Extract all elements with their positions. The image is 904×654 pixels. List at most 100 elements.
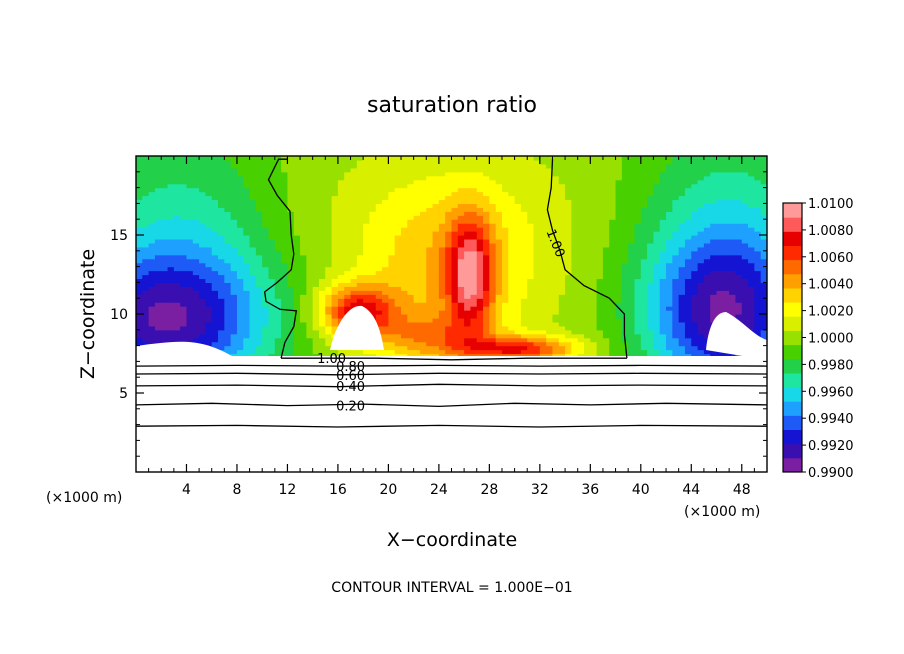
field-cell — [369, 242, 377, 248]
field-cell — [508, 211, 516, 216]
field-cell — [180, 321, 188, 327]
field-cell — [369, 349, 377, 355]
field-cell — [653, 270, 661, 276]
field-cell — [394, 179, 402, 185]
field-cell — [666, 246, 673, 252]
field-cell — [344, 223, 352, 228]
field-cell — [533, 215, 541, 220]
field-cell — [268, 282, 276, 287]
field-cell — [571, 235, 579, 240]
field-cell — [186, 270, 194, 276]
field-cell — [445, 294, 453, 299]
field-cell — [716, 211, 724, 216]
field-cell — [508, 238, 516, 244]
field-cell — [584, 235, 591, 240]
field-cell — [457, 317, 465, 323]
field-cell — [262, 250, 270, 256]
field-cell — [136, 163, 143, 169]
field-cell — [609, 254, 617, 260]
field-cell — [413, 266, 421, 272]
field-cell — [369, 262, 377, 268]
field-cell — [457, 314, 465, 319]
field-cell — [678, 314, 686, 319]
field-cell — [584, 167, 591, 173]
field-cell — [590, 159, 598, 165]
field-cell — [173, 294, 181, 299]
field-cell — [413, 329, 421, 335]
field-cell — [419, 314, 427, 319]
field-cell — [432, 274, 440, 280]
field-cell — [546, 187, 554, 193]
field-cell — [325, 349, 333, 355]
field-cell — [628, 317, 636, 323]
field-cell — [552, 349, 560, 355]
field-cell — [300, 266, 307, 272]
field-cell — [684, 310, 692, 315]
field-cell — [501, 353, 509, 359]
field-cell — [470, 329, 478, 335]
field-cell — [451, 207, 459, 212]
field-cell — [211, 167, 219, 173]
field-cell — [293, 329, 301, 335]
field-cell — [457, 258, 465, 264]
field-cell — [325, 207, 333, 212]
field-cell — [274, 207, 282, 212]
field-cell — [501, 207, 509, 212]
field-cell — [274, 349, 282, 355]
field-cell — [426, 211, 434, 216]
field-cell — [451, 211, 459, 216]
field-cell — [142, 317, 150, 323]
field-cell — [218, 231, 225, 236]
field-cell — [312, 298, 320, 303]
field-cell — [451, 167, 459, 173]
field-cell — [571, 337, 579, 343]
field-cell — [154, 159, 162, 165]
field-cell — [154, 306, 162, 311]
field-cell — [388, 242, 396, 248]
field-cell — [533, 349, 541, 355]
field-cell — [464, 306, 472, 311]
field-cell — [672, 325, 680, 331]
field-cell — [300, 298, 307, 303]
field-cell — [249, 321, 257, 327]
field-cell — [331, 171, 339, 177]
field-cell — [192, 290, 200, 295]
field-cell — [684, 191, 692, 197]
field-cell — [514, 353, 522, 359]
field-cell — [413, 353, 421, 359]
field-cell — [653, 266, 661, 272]
field-cell — [508, 298, 516, 303]
field-cell — [729, 191, 737, 197]
field-cell — [483, 175, 490, 181]
field-cell — [293, 286, 301, 291]
field-cell — [306, 353, 314, 359]
field-cell — [558, 183, 566, 189]
field-cell — [451, 231, 459, 236]
field-cell — [438, 349, 446, 355]
field-cell — [527, 290, 535, 295]
field-cell — [306, 282, 314, 287]
field-cell — [552, 278, 560, 283]
field-cell — [722, 159, 730, 165]
field-cell — [647, 159, 655, 165]
field-cell — [546, 290, 554, 295]
field-cell — [325, 223, 333, 228]
field-cell — [470, 211, 478, 216]
field-cell — [533, 345, 541, 351]
field-cell — [167, 227, 175, 232]
field-cell — [495, 302, 503, 307]
field-cell — [205, 298, 213, 303]
field-cell — [584, 333, 591, 339]
field-cell — [514, 175, 522, 181]
field-cell — [457, 294, 465, 299]
field-cell — [337, 270, 345, 276]
field-cell — [401, 286, 408, 291]
field-cell — [274, 310, 282, 315]
field-cell — [438, 258, 446, 264]
field-cell — [684, 290, 692, 295]
field-cell — [514, 195, 522, 201]
field-cell — [621, 215, 629, 220]
field-cell — [672, 286, 680, 291]
field-cell — [356, 353, 364, 359]
field-cell — [451, 258, 459, 264]
